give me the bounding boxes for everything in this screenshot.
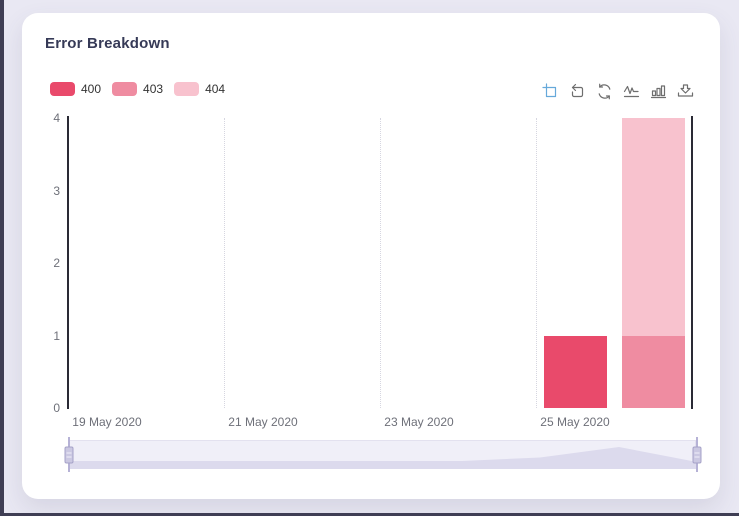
chart-plot: 0 1 2 3 4 19 May 2020 21 May 2020 23 May 2020 25… — [22, 13, 720, 499]
save-image-icon[interactable] — [677, 83, 694, 100]
datazoom-right-handle[interactable] — [692, 437, 702, 472]
legend-swatch — [50, 82, 75, 96]
y-tick-label: 1 — [53, 328, 60, 343]
bar-chart-toggle-icon[interactable] — [650, 83, 667, 100]
x-tick-label: 25 May 2020 — [540, 415, 610, 429]
error-breakdown-card: Error Breakdown 400 403 404 — [22, 13, 720, 499]
legend-item-403[interactable]: 403 — [112, 82, 163, 96]
legend-label: 404 — [205, 82, 226, 96]
zoom-reset-icon[interactable] — [569, 83, 586, 100]
legend-item-400[interactable]: 400 — [50, 82, 101, 96]
gridline — [536, 118, 537, 408]
right-handle-grip[interactable] — [692, 446, 702, 463]
y-tick-label: 0 — [53, 401, 60, 415]
datazoom-left-handle[interactable] — [64, 437, 74, 472]
x-tick-label: 21 May 2020 — [228, 415, 298, 429]
bar-segment-400[interactable] — [543, 335, 607, 408]
restore-icon[interactable] — [596, 83, 613, 100]
zoom-select-icon[interactable] — [542, 83, 559, 100]
datazoom-slider[interactable] — [64, 437, 702, 472]
bar-segment-404[interactable] — [621, 118, 685, 336]
y-tick-label: 2 — [53, 256, 60, 270]
y-axis-line — [67, 116, 69, 409]
chart-toolbox — [542, 83, 694, 100]
gridline — [224, 118, 225, 408]
gridline — [380, 118, 381, 408]
legend-item-404[interactable]: 404 — [174, 82, 225, 96]
card-title: Error Breakdown — [45, 35, 170, 52]
legend-swatch — [112, 82, 138, 96]
line-chart-toggle-icon[interactable] — [623, 83, 640, 100]
window-bottom-edge — [0, 513, 739, 516]
x-tick-label: 23 May 2020 — [384, 415, 454, 429]
datazoom-shadow — [69, 447, 697, 469]
bar-segment-403[interactable] — [621, 335, 685, 408]
right-axis-line — [691, 116, 693, 409]
x-tick-label: 19 May 2020 — [72, 415, 142, 429]
legend-label: 403 — [143, 82, 164, 96]
legend-swatch — [174, 82, 200, 96]
y-tick-label: 3 — [53, 183, 60, 198]
y-tick-label: 4 — [53, 111, 60, 125]
chart-legend: 400 403 404 — [50, 82, 225, 96]
window-left-edge — [0, 0, 4, 516]
left-handle-grip[interactable] — [64, 446, 74, 463]
legend-label: 400 — [81, 82, 102, 96]
